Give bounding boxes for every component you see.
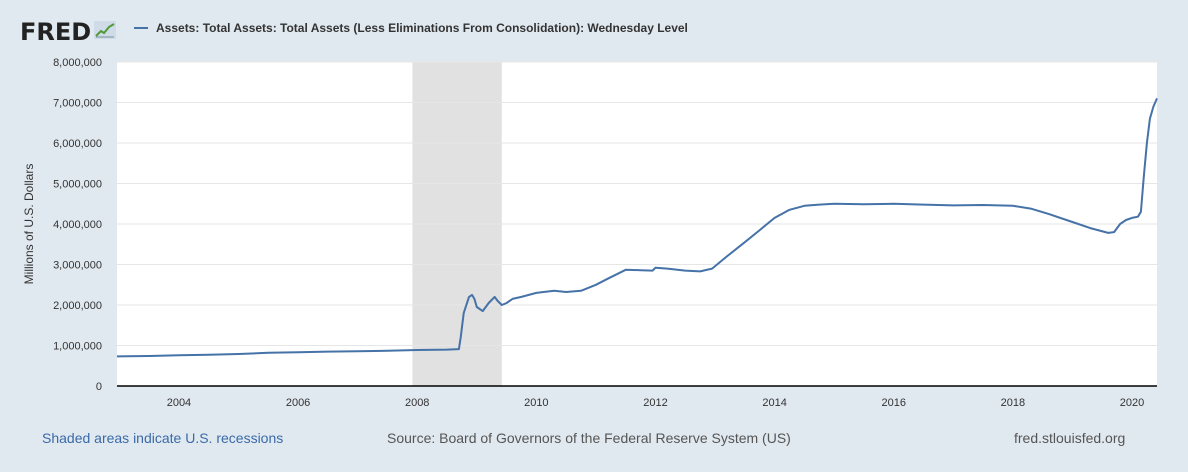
y-tick-label: 7,000,000 [53, 98, 102, 110]
logo-text: FRED [20, 18, 92, 46]
y-tick-label: 2,000,000 [53, 300, 102, 312]
grid-layer [117, 61, 1157, 346]
x-tick-label: 2010 [524, 397, 548, 409]
y-tick-label: 0 [96, 381, 102, 393]
x-tick-label: 2006 [286, 397, 310, 409]
legend-swatch [134, 27, 148, 29]
recession-note-link[interactable]: Shaded areas indicate U.S. recessions [42, 430, 284, 446]
series-line [116, 97, 1158, 358]
chart-title: Assets: Total Assets: Total Assets (Less… [156, 21, 688, 35]
y-tick-label: 5,000,000 [53, 179, 102, 191]
x-tick-label: 2018 [1001, 397, 1025, 409]
x-tick-label: 2016 [881, 397, 905, 409]
y-tick-label: 4,000,000 [53, 219, 102, 231]
source-note: Source: Board of Governors of the Federa… [387, 430, 791, 446]
site-link[interactable]: fred.stlouisfed.org [1014, 430, 1126, 446]
x-tick-label: 2008 [405, 397, 429, 409]
series-layer [116, 97, 1158, 358]
legend: Assets: Total Assets: Total Assets (Less… [134, 21, 688, 35]
chart-line-icon [94, 20, 117, 44]
fred-logo[interactable]: FRED [20, 18, 117, 46]
y-tick-labels: 0 1,000,000 2,000,000 3,000,000 4,000,000 5,0… [53, 57, 102, 393]
y-tick-label: 1,000,000 [53, 341, 102, 353]
y-tick-label: 8,000,000 [53, 57, 102, 69]
y-axis-label: Millions of U.S. Dollars [22, 164, 36, 285]
x-tick-label: 2020 [1120, 397, 1144, 409]
x-tick-label: 2012 [643, 397, 667, 409]
x-tick-label: 2004 [167, 397, 191, 409]
x-tick-labels: 2004 2006 2008 2010 2012 2014 2016 2018 2020 [167, 397, 1145, 409]
x-tick-label: 2014 [762, 397, 786, 409]
y-tick-label: 6,000,000 [53, 138, 102, 150]
y-tick-label: 3,000,000 [53, 260, 102, 272]
